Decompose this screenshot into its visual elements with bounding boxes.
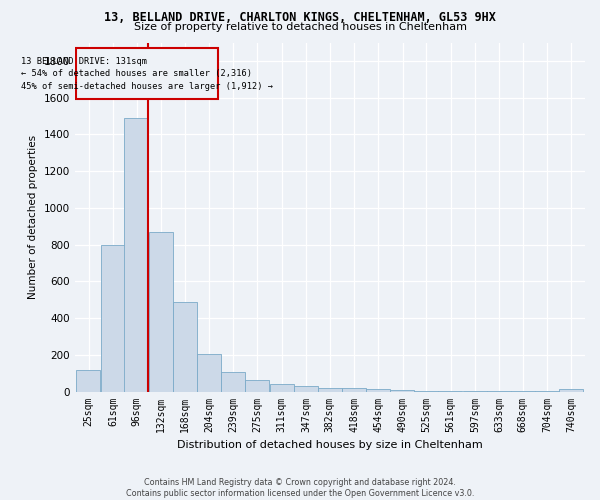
Text: Contains HM Land Registry data © Crown copyright and database right 2024.
Contai: Contains HM Land Registry data © Crown c… — [126, 478, 474, 498]
Text: 13, BELLAND DRIVE, CHARLTON KINGS, CHELTENHAM, GL53 9HX: 13, BELLAND DRIVE, CHARLTON KINGS, CHELT… — [104, 11, 496, 24]
Bar — [124, 118, 148, 392]
Bar — [173, 302, 197, 392]
Bar — [76, 48, 218, 100]
Bar — [366, 390, 390, 392]
Bar — [197, 354, 221, 392]
Bar — [317, 388, 341, 392]
Bar — [76, 370, 100, 392]
Bar — [439, 391, 463, 392]
Y-axis label: Number of detached properties: Number of detached properties — [28, 135, 38, 299]
Text: 13 BELLAND DRIVE: 131sqm
← 54% of detached houses are smaller (2,316)
45% of sem: 13 BELLAND DRIVE: 131sqm ← 54% of detach… — [22, 56, 274, 90]
Bar — [101, 244, 125, 392]
Bar — [221, 372, 245, 392]
X-axis label: Distribution of detached houses by size in Cheltenham: Distribution of detached houses by size … — [177, 440, 483, 450]
Bar — [245, 380, 269, 392]
Text: Size of property relative to detached houses in Cheltenham: Size of property relative to detached ho… — [133, 22, 467, 32]
Bar — [559, 389, 583, 392]
Bar — [149, 232, 173, 392]
Bar — [269, 384, 293, 392]
Bar — [342, 388, 366, 392]
Bar — [391, 390, 415, 392]
Bar — [414, 390, 438, 392]
Bar — [294, 386, 318, 392]
